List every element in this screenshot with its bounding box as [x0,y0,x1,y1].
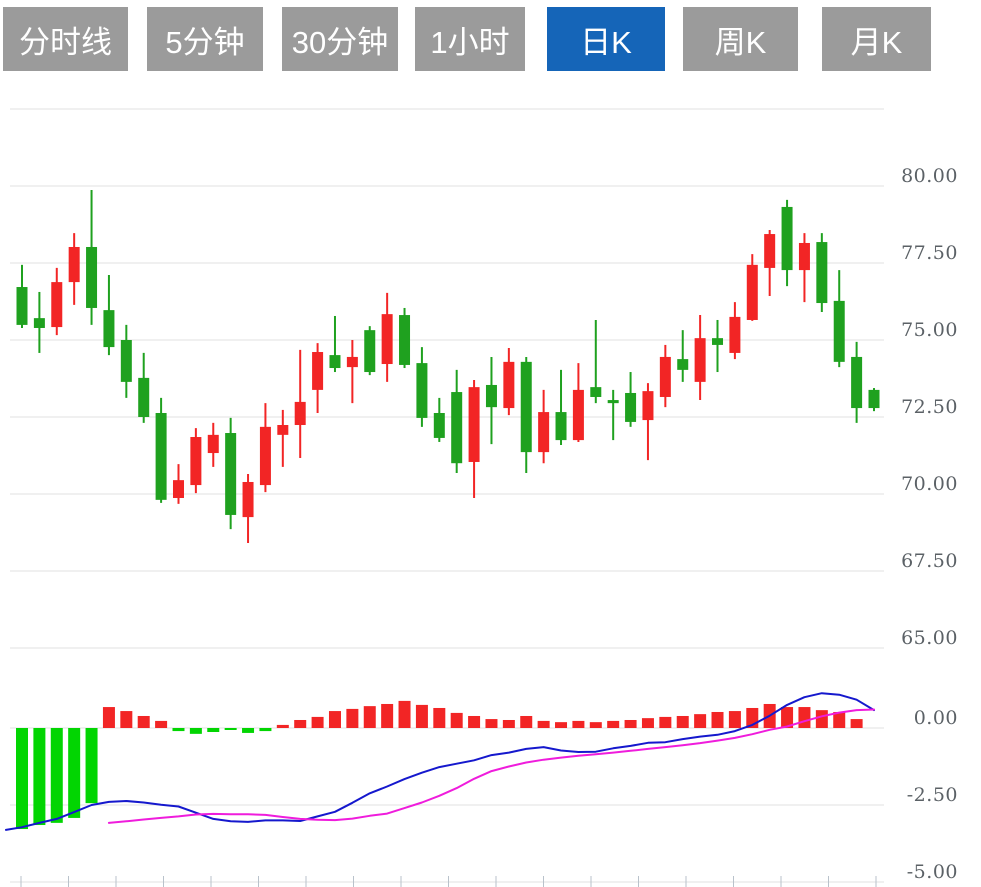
svg-text:77.50: 77.50 [901,242,958,264]
x-axis-ticks [20,876,877,887]
tab-timeline[interactable]: 分时线 [3,7,128,71]
tab-5min[interactable]: 5分钟 [147,7,263,71]
svg-text:75.00: 75.00 [901,319,958,341]
candlestick-series [16,190,880,543]
svg-text:65.00: 65.00 [901,627,958,649]
tab-1hour[interactable]: 1小时 [415,7,525,71]
svg-text:72.50: 72.50 [901,396,958,418]
macd-histogram [16,700,863,830]
tab-monthly-k[interactable]: 月K [822,7,931,71]
svg-text:80.00: 80.00 [901,165,958,187]
svg-text:67.50: 67.50 [901,550,958,572]
dea-line [107,708,875,824]
tab-daily-k[interactable]: 日K [547,7,665,71]
svg-text:-2.50: -2.50 [907,784,958,806]
svg-text:70.00: 70.00 [901,473,958,495]
svg-text:0.00: 0.00 [914,707,958,729]
svg-text:-5.00: -5.00 [907,861,958,883]
macd-axis-labels: 0.00 -2.50 -5.00 [907,707,958,883]
tab-weekly-k[interactable]: 周K [683,7,798,71]
dif-line [5,692,875,831]
tab-30min[interactable]: 30分钟 [282,7,398,71]
period-tabbar: 分时线 5分钟 30分钟 1小时 日K 周K 月K [0,0,981,80]
price-axis-labels: 80.00 77.50 75.00 72.50 70.00 67.50 65.00 [901,165,958,649]
